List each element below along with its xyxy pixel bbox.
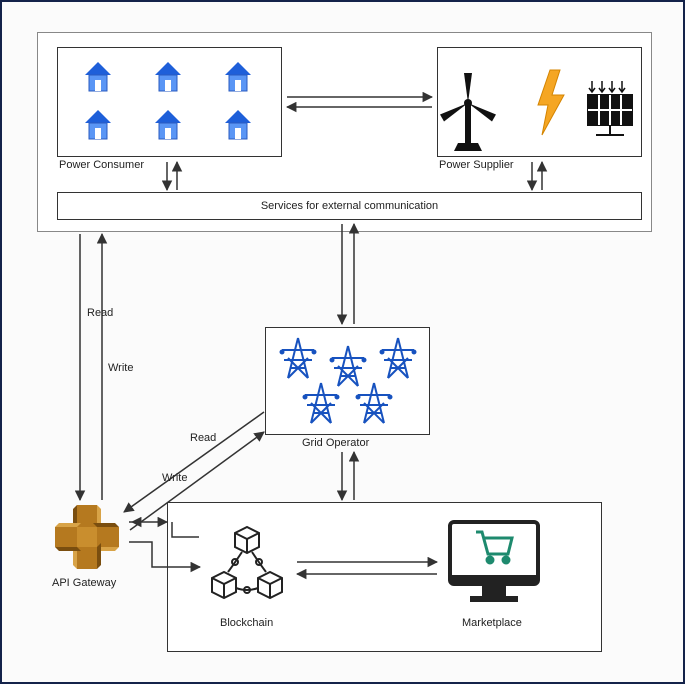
edges-overlay: [2, 2, 685, 686]
edge-write2-label: Write: [162, 472, 187, 484]
edge-read2-label: Read: [190, 432, 216, 444]
diagram-canvas: Power Consumer: [0, 0, 685, 684]
edge-read1-label: Read: [87, 307, 113, 319]
edge-write1-label: Write: [108, 362, 133, 374]
